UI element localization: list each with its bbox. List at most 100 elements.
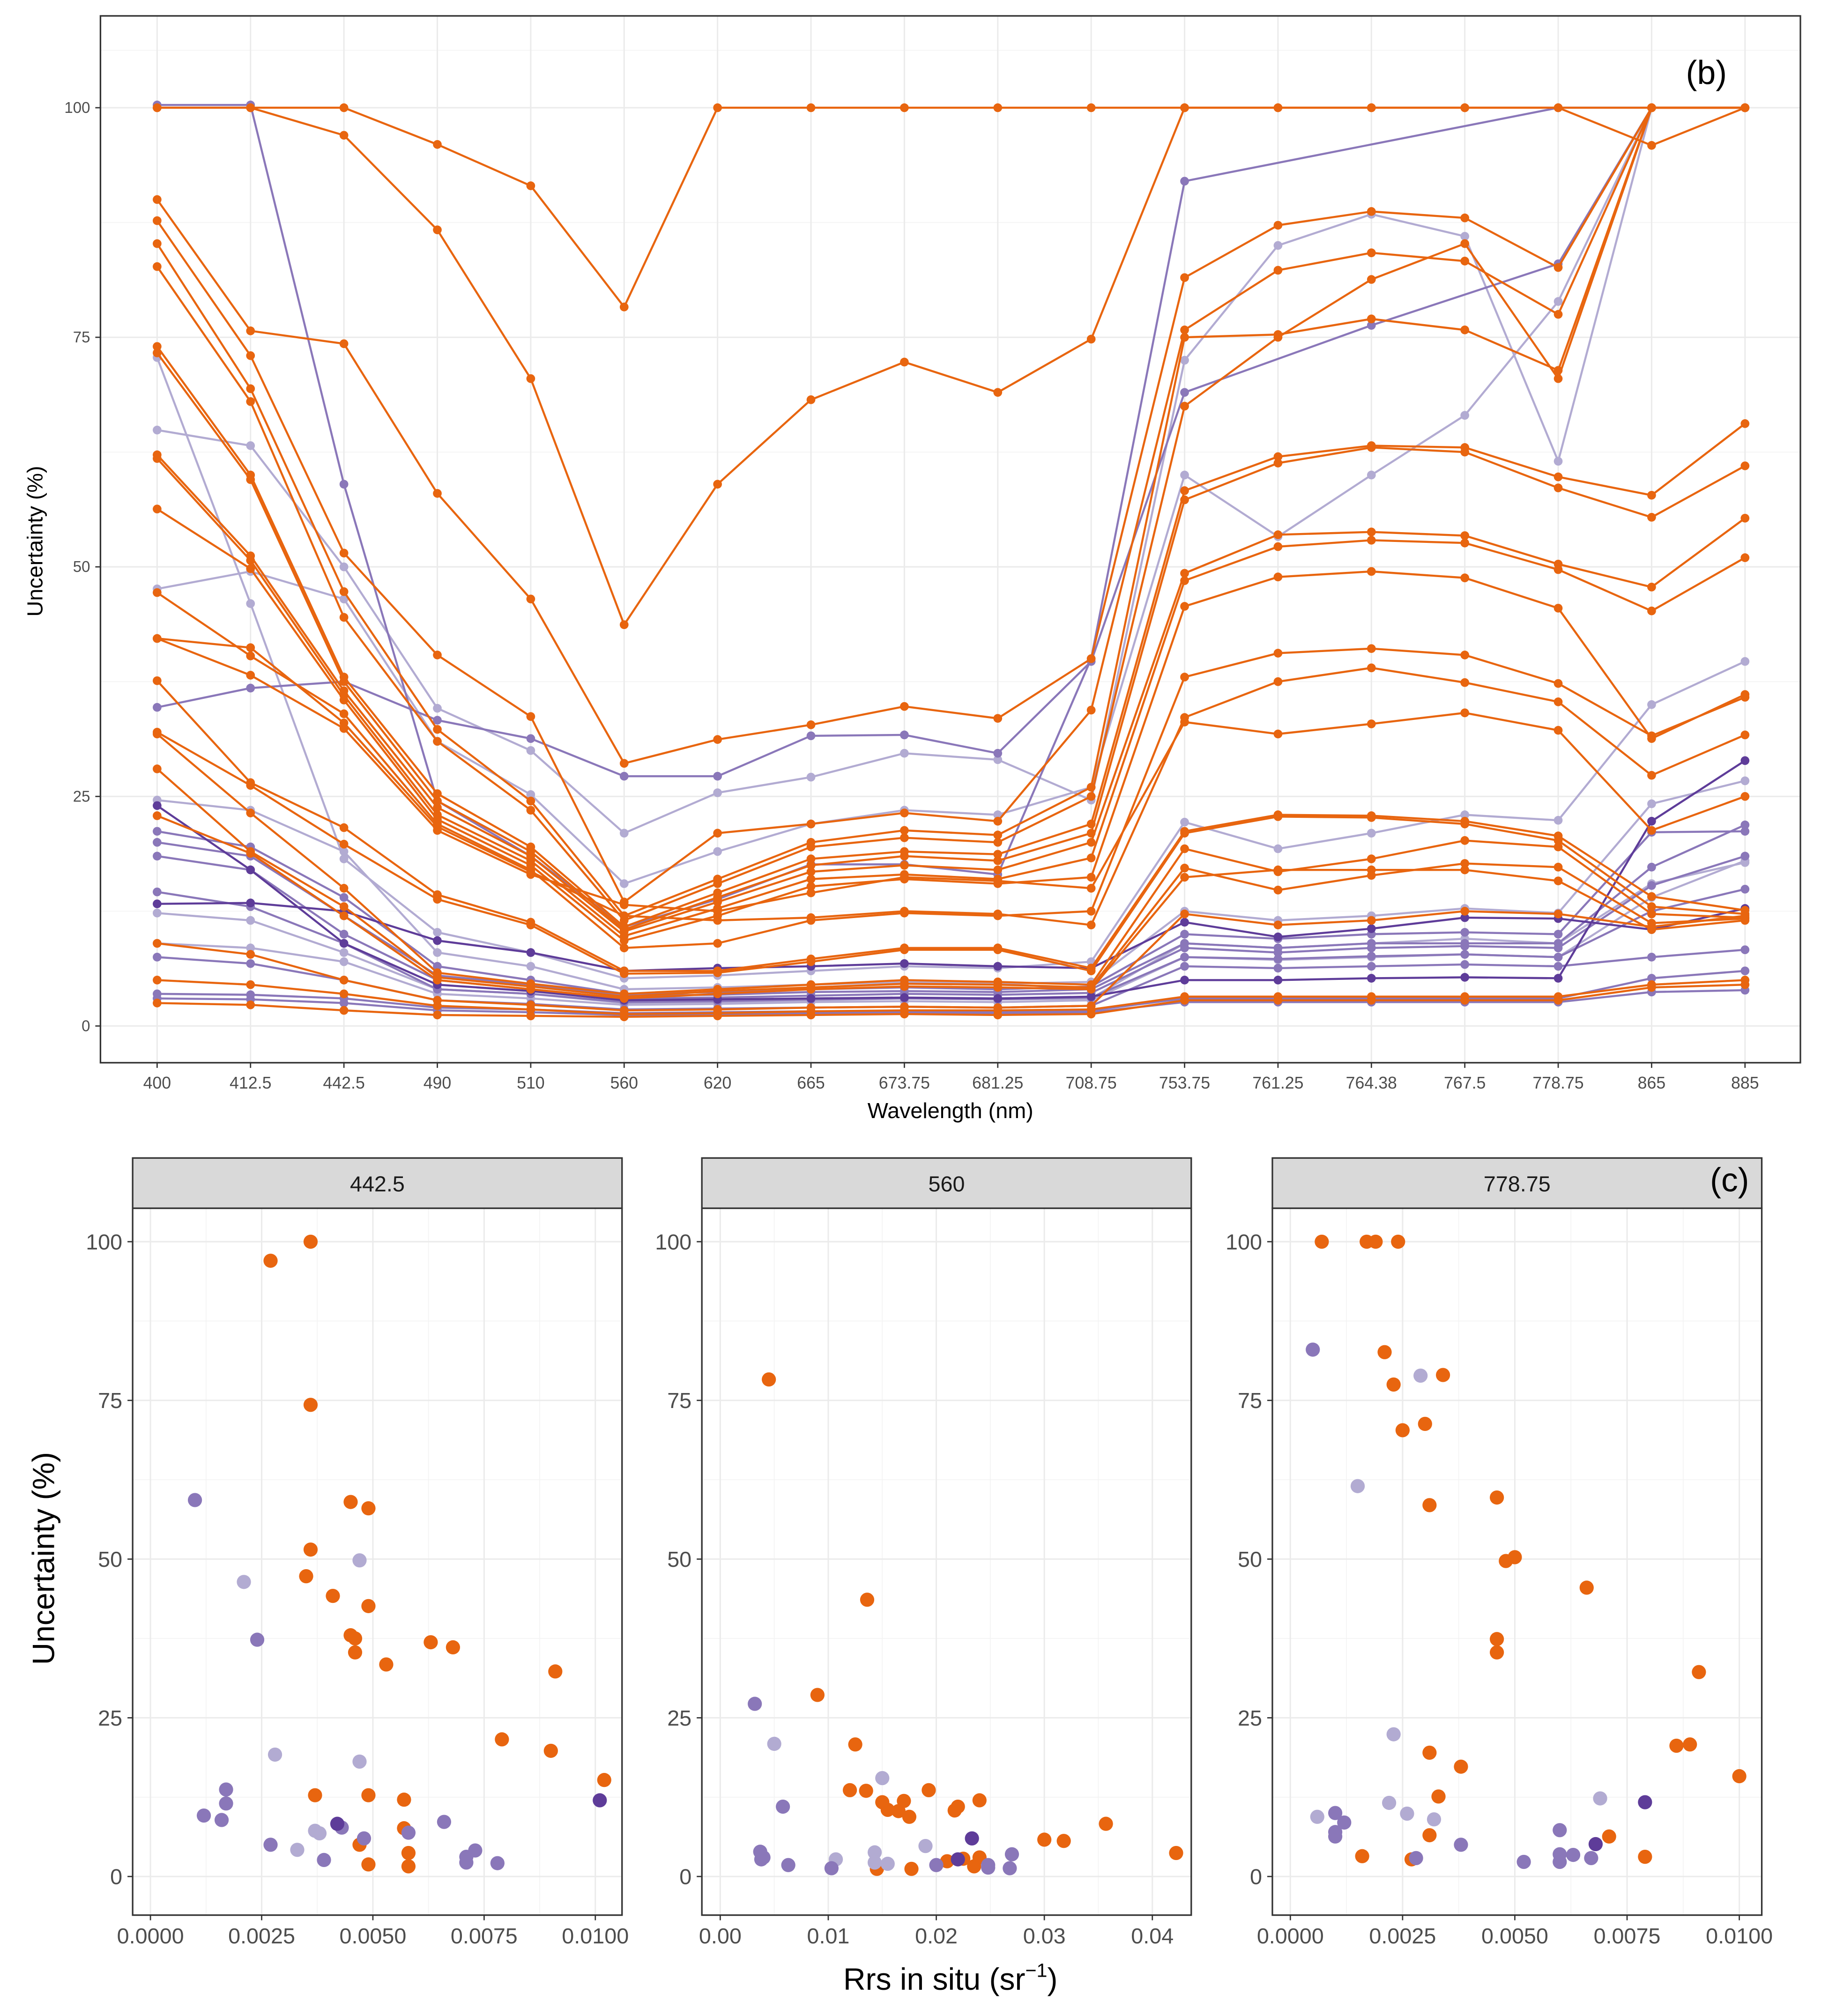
data-point-orange [1367, 536, 1376, 545]
data-point-orange [526, 796, 535, 806]
data-point-orange [1273, 221, 1283, 230]
scatter-point-dark [951, 1852, 965, 1867]
scatter-point-orange [361, 1599, 376, 1613]
data-point-orange [1367, 663, 1376, 673]
series-line-orange [156, 733, 1745, 995]
data-point-orange [619, 969, 629, 978]
data-point-orange [1553, 842, 1563, 852]
data-point-orange [433, 895, 442, 904]
data-point-orange [806, 720, 816, 729]
data-point-light [339, 847, 349, 856]
y-tick-label: 75 [73, 328, 90, 346]
data-point-orange [246, 643, 255, 652]
data-point-orange [1740, 693, 1750, 702]
data-point-orange [1740, 730, 1750, 740]
data-point-orange [1460, 103, 1470, 112]
x-tick-label: 708.75 [1066, 1074, 1117, 1092]
x-tick-label: 0.0075 [451, 1924, 518, 1948]
series-line-orange [156, 346, 1746, 928]
data-point-orange [993, 388, 1003, 397]
data-point-orange [1086, 1009, 1096, 1019]
data-point-light [1460, 411, 1470, 420]
data-point-orange [433, 725, 442, 734]
data-point-orange [246, 980, 255, 989]
scatter-point-orange [859, 1784, 873, 1798]
y-tick-label: 100 [655, 1230, 691, 1254]
data-point-orange [1460, 573, 1470, 583]
scatter-point-medium [1004, 1847, 1019, 1861]
data-point-medium [1553, 962, 1563, 971]
scatter-point-orange [922, 1783, 936, 1797]
data-point-orange [900, 982, 909, 991]
data-point-orange [1740, 461, 1750, 470]
scatter-point-orange [1602, 1829, 1616, 1844]
data-point-dark [1367, 974, 1376, 983]
scatter-point-orange [446, 1640, 460, 1655]
data-point-orange [1740, 911, 1750, 920]
scatter-point-orange [902, 1809, 917, 1824]
series-line-orange [156, 106, 1745, 904]
data-point-light [1740, 776, 1750, 786]
data-point-dark [900, 993, 909, 1002]
x-tick-label: 761.25 [1252, 1074, 1303, 1092]
x-label-end: ) [1047, 1962, 1057, 1996]
data-point-orange [806, 957, 816, 966]
data-point-orange [526, 985, 535, 994]
data-point-orange [1740, 513, 1750, 523]
scatter-point-orange [1692, 1665, 1706, 1679]
data-point-orange [1273, 333, 1283, 342]
data-point-medium [1740, 852, 1750, 861]
series-line-orange [156, 106, 1745, 917]
data-point-orange [1647, 771, 1656, 780]
y-tick-label: 50 [1238, 1547, 1262, 1571]
scatter-point-medium [824, 1861, 839, 1875]
series-line-orange [157, 979, 1745, 1015]
data-point-orange [900, 873, 909, 882]
data-point-orange [806, 875, 816, 884]
data-point-orange [339, 902, 349, 911]
data-point-light [1553, 457, 1563, 466]
data-point-orange [1460, 239, 1470, 248]
scatter-point-dark [1638, 1795, 1652, 1809]
scatter-point-orange [326, 1589, 340, 1603]
data-point-orange [900, 808, 909, 817]
scatter-point-orange [972, 1793, 987, 1808]
data-point-orange [339, 709, 349, 719]
data-point-orange [1647, 826, 1656, 835]
x-tick-label: 885 [1731, 1074, 1759, 1092]
x-tick-label: 620 [704, 1074, 732, 1092]
scatter-point-orange [810, 1688, 825, 1702]
data-point-orange [1180, 103, 1189, 112]
data-point-orange [1273, 542, 1283, 551]
data-point-orange [1273, 459, 1283, 468]
data-point-orange [806, 103, 816, 112]
x-tick-label: 764.38 [1346, 1074, 1397, 1092]
data-point-orange [1273, 920, 1283, 930]
scatter-point-light [290, 1843, 305, 1857]
scatter-point-light [1350, 1479, 1365, 1493]
x-tick-label: 0.0100 [1706, 1924, 1773, 1948]
x-tick-label: 673.75 [879, 1074, 930, 1092]
scatter-point-orange [397, 1793, 411, 1807]
data-point-orange [993, 876, 1003, 886]
facet-strip-label: 778.75 [1484, 1172, 1551, 1196]
data-point-orange [993, 816, 1003, 826]
data-point-orange [619, 303, 629, 311]
data-point-medium [1367, 943, 1376, 953]
data-point-orange [619, 911, 629, 920]
data-point-orange [1553, 604, 1563, 613]
data-point-orange [1180, 273, 1189, 282]
x-tick-label: 0.03 [1023, 1924, 1066, 1948]
data-point-dark [806, 994, 816, 1003]
data-point-orange [1086, 966, 1096, 976]
data-point-orange [339, 613, 349, 622]
data-point-orange [806, 854, 816, 863]
y-tick-label: 0 [679, 1865, 691, 1889]
scatter-point-dark [1588, 1837, 1603, 1852]
scatter-point-orange [379, 1657, 394, 1672]
scatter-point-orange [401, 1859, 416, 1874]
data-point-orange [1367, 644, 1376, 653]
data-point-orange [1180, 996, 1189, 1005]
data-point-light [526, 962, 535, 971]
